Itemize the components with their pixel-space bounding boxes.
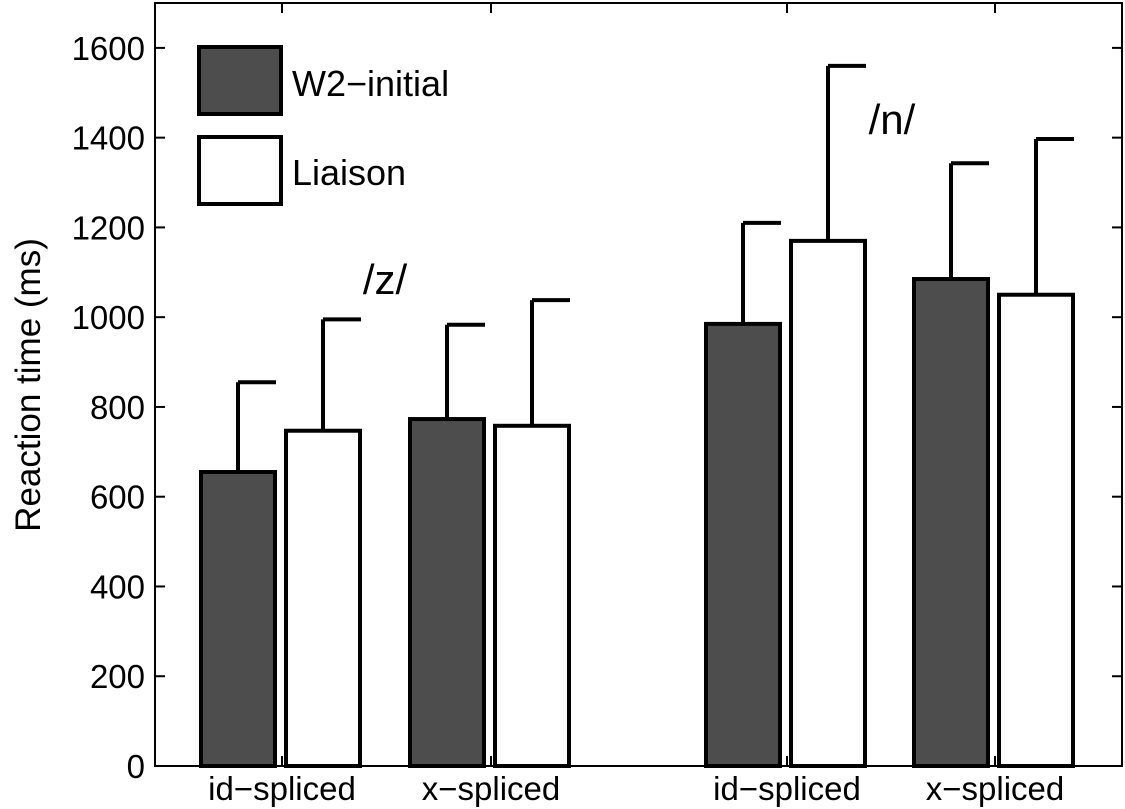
error-bars-layer — [236, 63, 1074, 473]
bar-series-0-category-1 — [408, 417, 486, 768]
y-tick-label-8: 1600 — [72, 30, 145, 67]
x-tick-label-1: x−spliced — [422, 770, 561, 807]
bar-series-1-category-3 — [997, 292, 1075, 768]
x-tick-label-3: x−spliced — [926, 770, 1065, 807]
bar-series-1-category-0 — [284, 428, 362, 768]
x-tick-label-0: id−spliced — [208, 770, 356, 807]
y-tick-label-5: 1000 — [72, 299, 145, 336]
legend-swatch-w2-initial — [197, 45, 283, 116]
y-axis-ticks: 0 200 400 600 800 1000 1200 1400 1600 — [72, 30, 1122, 785]
bar-series-1-category-1 — [493, 423, 571, 768]
y-tick-label-7: 1400 — [72, 120, 145, 157]
bar-series-1-category-2 — [789, 238, 867, 768]
group-label-n: /n/ — [869, 96, 916, 143]
legend-swatch-liaison — [197, 135, 283, 206]
bar-series-0-category-0 — [199, 470, 277, 768]
plot-frame — [154, 2, 1123, 767]
y-tick-label-2: 400 — [90, 568, 145, 605]
y-tick-label-4: 800 — [90, 389, 145, 426]
group-label-z: /z/ — [363, 256, 408, 303]
y-tick-label-6: 1200 — [72, 209, 145, 246]
x-tick-label-2: id−spliced — [713, 770, 861, 807]
y-axis-label: Reaction time (ms) — [9, 238, 48, 532]
bar-series-0-category-2 — [704, 321, 782, 768]
legend: W2−initial Liaison — [197, 45, 449, 206]
x-axis-labels: id−spliced x−spliced id−spliced x−spliced — [208, 3, 1064, 807]
legend-label-w2-initial: W2−initial — [292, 63, 449, 104]
legend-label-liaison: Liaison — [292, 152, 406, 193]
bar-series-0-category-3 — [912, 277, 990, 768]
y-tick-label-3: 600 — [90, 479, 145, 516]
y-tick-label-1: 200 — [90, 658, 145, 695]
y-tick-label-0: 0 — [127, 748, 145, 785]
